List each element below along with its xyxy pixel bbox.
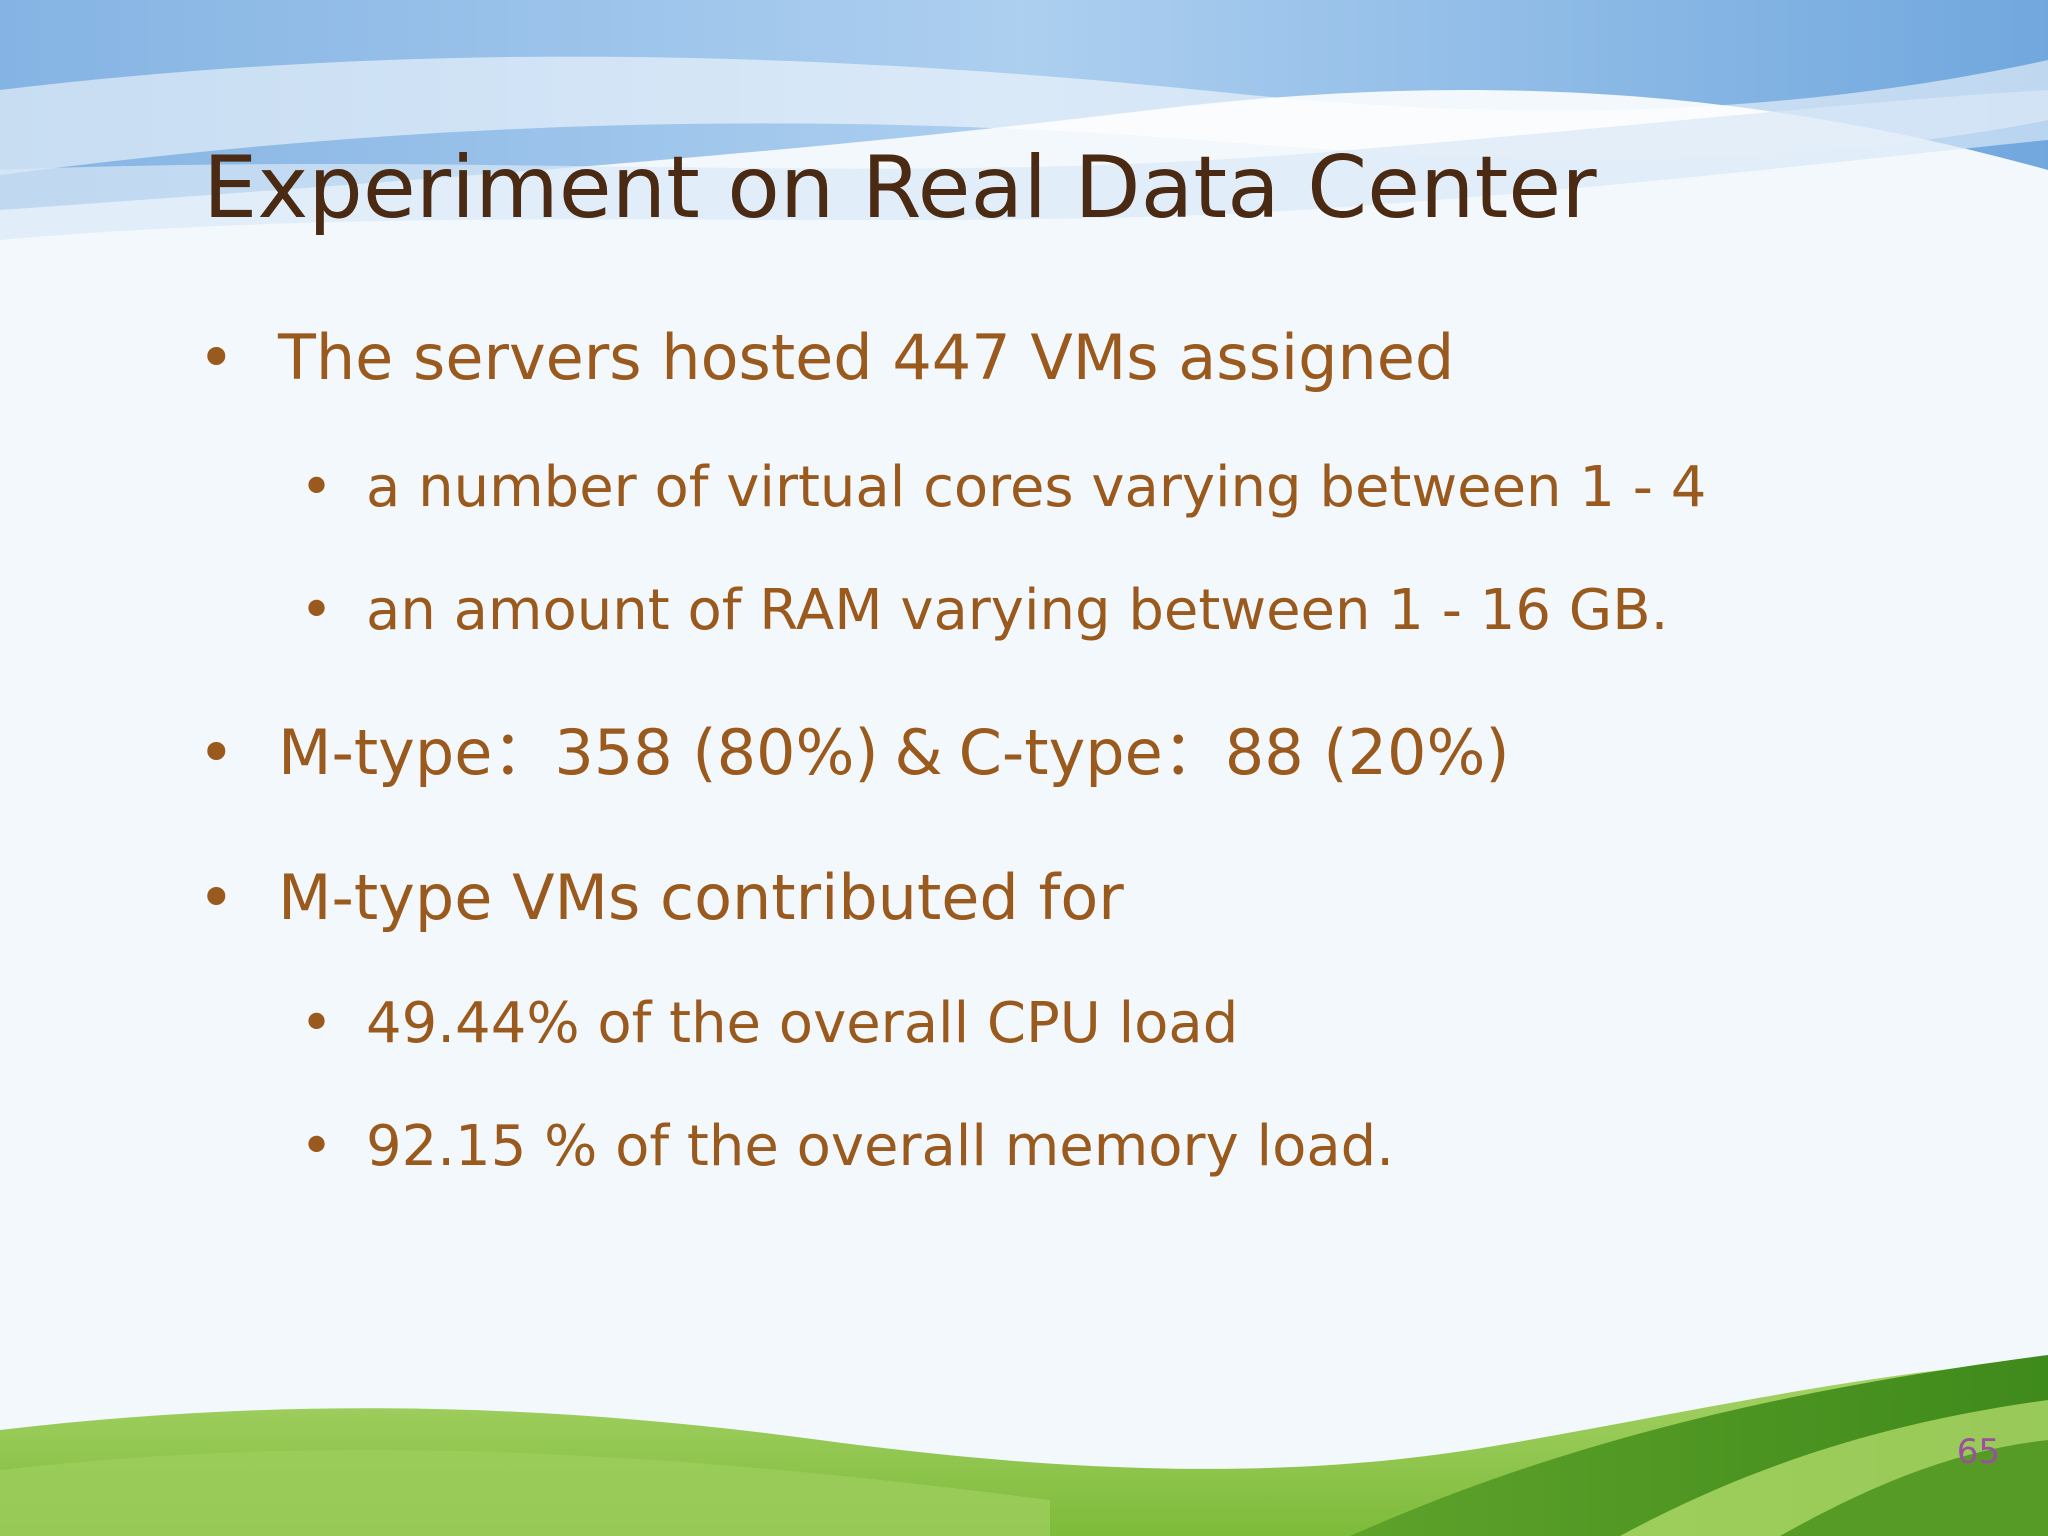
list-item-text: The servers hosted 447 VMs assigned bbox=[278, 321, 1455, 394]
ampersand: & bbox=[894, 716, 943, 789]
slide-number: 65 bbox=[1956, 1432, 2000, 1472]
list-item: • a number of virtual cores varying betwe… bbox=[300, 451, 1706, 525]
list-item: • M-type：358 (80%) & C-type：88 (20%) bbox=[198, 713, 1510, 793]
slide-title: Experiment on Real Data Center bbox=[203, 138, 1597, 238]
list-item: • an amount of RAM varying between 1 - 16… bbox=[300, 574, 1668, 648]
bullet-list: • The servers hosted 447 VMs assigned • a … bbox=[198, 318, 1706, 1184]
list-item: • 49.44% of the overall CPU load bbox=[300, 987, 1238, 1061]
list-item-text: a number of virtual cores varying betwee… bbox=[366, 455, 1707, 520]
c-type-count: C-type：88 (20%) bbox=[958, 716, 1510, 789]
bullet-icon: • bbox=[300, 1114, 334, 1179]
bullet-icon: • bbox=[300, 991, 334, 1056]
list-item-text: 49.44% of the overall CPU load bbox=[366, 991, 1239, 1056]
list-item: • 92.15 % of the overall memory load. bbox=[300, 1110, 1394, 1184]
bullet-icon: • bbox=[198, 321, 235, 394]
list-item-text: an amount of RAM varying between 1 - 16 … bbox=[366, 578, 1669, 643]
bullet-icon: • bbox=[300, 578, 334, 643]
list-item-text: 92.15 % of the overall memory load. bbox=[366, 1114, 1394, 1179]
list-item: • The servers hosted 447 VMs assigned bbox=[198, 318, 1454, 398]
bullet-icon: • bbox=[198, 861, 235, 934]
bullet-icon: • bbox=[300, 455, 334, 520]
m-type-count: M-type：358 (80%) bbox=[278, 716, 879, 789]
list-item: • M-type VMs contributed for bbox=[198, 858, 1124, 938]
list-item-text: M-type VMs contributed for bbox=[278, 861, 1124, 934]
bullet-icon: • bbox=[198, 716, 235, 789]
